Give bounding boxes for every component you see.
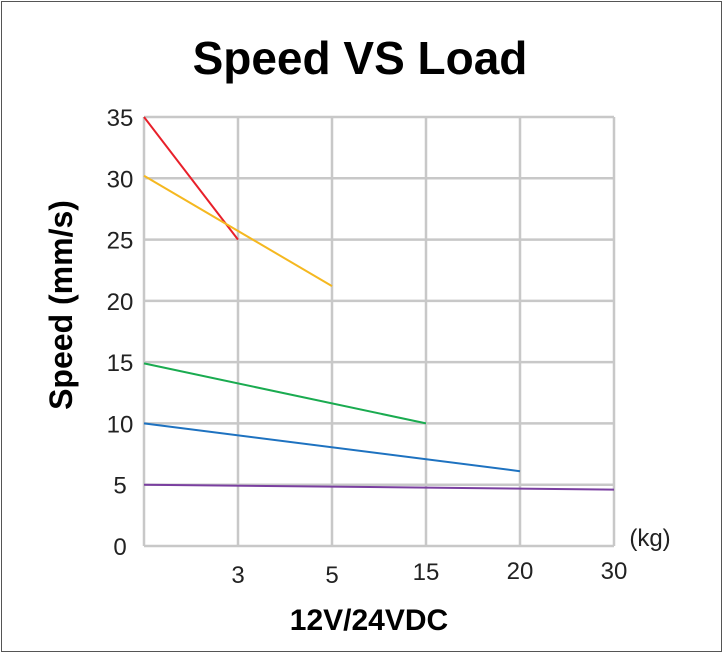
x-tick-label: 3: [231, 562, 244, 589]
series-lines: [143, 116, 615, 491]
y-tick-label: 15: [107, 350, 134, 377]
x-axis-label: 12V/24VDC: [290, 604, 448, 637]
series-line-blue: [143, 422, 521, 473]
y-axis-label: Speed (mm/s): [43, 200, 79, 410]
y-tick-label: 5: [113, 473, 126, 500]
series-line-red: [143, 116, 239, 241]
y-tick-label: 35: [107, 105, 134, 132]
x-tick-label: 20: [507, 558, 534, 585]
y-tick-label: 0: [113, 534, 126, 561]
x-tick-label: 30: [601, 558, 628, 585]
grid: [142, 115, 616, 548]
x-ticks: 3 5 15 20 30: [231, 558, 627, 589]
y-tick-label: 10: [107, 411, 134, 438]
series-line-purple: [143, 483, 615, 491]
y-tick-label: 20: [107, 289, 134, 316]
x-unit-label: (kg): [629, 525, 670, 552]
y-tick-label: 30: [107, 166, 134, 193]
series-line-green: [143, 362, 427, 425]
y-ticks: 0 5 10 15 20 25 30 35: [107, 105, 134, 561]
series-line-yellow: [143, 174, 333, 287]
chart-title: Speed VS Load: [193, 32, 528, 84]
x-tick-label: 5: [325, 562, 338, 589]
y-tick-label: 25: [107, 228, 134, 255]
x-tick-label: 15: [413, 559, 440, 586]
